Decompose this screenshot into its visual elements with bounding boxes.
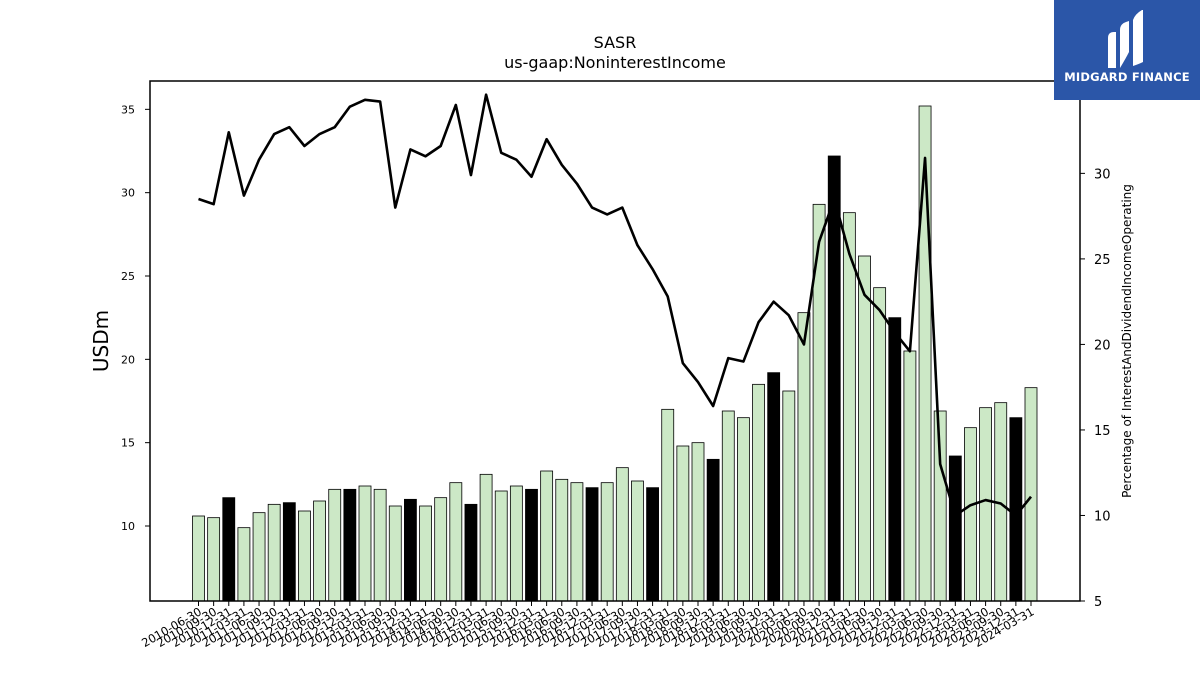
y-left-tick-label: 20 xyxy=(121,353,135,366)
brand-logo: MIDGARD FINANCE xyxy=(1054,0,1200,100)
bar xyxy=(600,482,614,602)
midgard-logo-icon xyxy=(1108,10,1143,68)
bar xyxy=(827,155,841,602)
bar xyxy=(767,372,781,602)
bar xyxy=(525,488,538,602)
y-left-tick-label: 10 xyxy=(121,520,135,533)
bar xyxy=(404,498,417,602)
bar xyxy=(222,497,236,602)
bar xyxy=(585,487,599,602)
bar xyxy=(555,478,569,602)
bar xyxy=(328,488,342,602)
chart-subtitle: us-gaap:NoninterestIncome xyxy=(504,53,726,72)
bar xyxy=(858,255,871,602)
bar xyxy=(252,512,266,602)
bar xyxy=(615,467,629,602)
y-left-tick-label: 15 xyxy=(121,437,135,450)
bar xyxy=(192,515,205,602)
bar xyxy=(449,482,463,602)
plot-frame xyxy=(149,80,1081,602)
bar xyxy=(540,470,554,602)
bar xyxy=(373,488,387,602)
y-right-tick-label: 5 xyxy=(1094,595,1102,610)
bar xyxy=(237,527,251,602)
y-right-tick-label: 15 xyxy=(1094,424,1111,439)
bar xyxy=(282,502,296,602)
bar xyxy=(782,390,796,602)
bar xyxy=(631,480,644,602)
bar xyxy=(419,505,432,602)
chart-title: SASR xyxy=(594,33,637,52)
bar xyxy=(752,383,765,602)
bar xyxy=(509,485,523,602)
bar xyxy=(706,458,720,602)
series-line xyxy=(198,93,1033,517)
bar xyxy=(298,510,311,602)
bar xyxy=(661,408,675,602)
bar-series xyxy=(192,105,1038,602)
bar xyxy=(737,417,750,602)
bar xyxy=(434,497,448,602)
y-axis-right-label: Percentage of InterestAndDividendIncomeO… xyxy=(1120,184,1134,498)
y-left-tick-label: 35 xyxy=(121,103,135,116)
bar xyxy=(797,312,811,602)
bar xyxy=(494,490,508,602)
bar xyxy=(842,212,856,602)
bar xyxy=(888,317,902,602)
bar xyxy=(570,482,584,602)
bar xyxy=(873,287,887,602)
y-left-tick-label: 30 xyxy=(121,187,135,200)
bar xyxy=(464,503,478,602)
y-right-tick-label: 20 xyxy=(1094,338,1111,353)
bar xyxy=(267,503,281,602)
bar xyxy=(676,445,690,602)
y-right-tick-label: 25 xyxy=(1094,253,1111,268)
brand-name: MIDGARD FINANCE xyxy=(1064,70,1190,84)
y-right-tick-label: 10 xyxy=(1094,509,1111,524)
line-series xyxy=(198,93,1033,517)
bar xyxy=(948,455,962,602)
bar xyxy=(388,505,402,602)
bar xyxy=(343,488,357,602)
bar xyxy=(207,517,221,602)
bar xyxy=(964,427,977,602)
bar xyxy=(479,473,493,602)
y-left-tick-label: 25 xyxy=(121,270,135,283)
bar xyxy=(691,442,705,602)
bar xyxy=(313,500,326,602)
y-axis-left-label: USDm xyxy=(89,310,113,372)
y-right-tick-label: 30 xyxy=(1094,167,1111,182)
bar xyxy=(358,485,372,602)
bar xyxy=(646,487,659,602)
bar xyxy=(903,350,917,602)
axes: 101520253035510152025302010-06-302010-09… xyxy=(121,80,1111,650)
bar xyxy=(979,407,992,602)
bar xyxy=(721,410,735,602)
bar xyxy=(1024,387,1038,602)
